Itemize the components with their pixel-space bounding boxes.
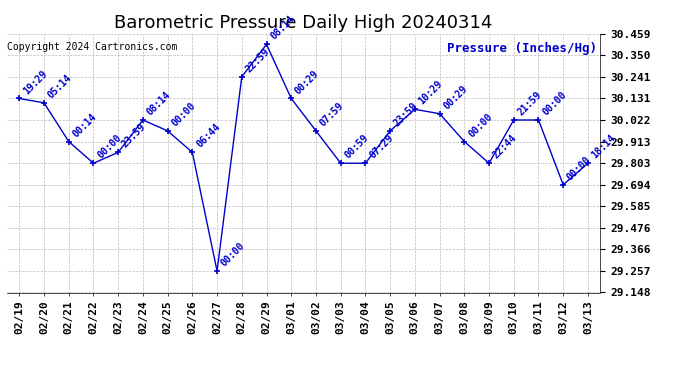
Title: Barometric Pressure Daily High 20240314: Barometric Pressure Daily High 20240314 [115, 14, 493, 32]
Text: 00:00: 00:00 [565, 154, 593, 182]
Text: Copyright 2024 Cartronics.com: Copyright 2024 Cartronics.com [7, 42, 177, 51]
Text: 23:59: 23:59 [392, 100, 420, 128]
Text: 00:00: 00:00 [170, 100, 197, 128]
Text: 00:00: 00:00 [95, 133, 124, 160]
Text: 00:29: 00:29 [293, 68, 321, 96]
Text: 08:14: 08:14 [145, 90, 172, 117]
Text: 19:29: 19:29 [21, 68, 49, 96]
Text: 07:29: 07:29 [367, 133, 395, 160]
Text: 08:14: 08:14 [268, 14, 296, 42]
Text: 07:59: 07:59 [318, 100, 346, 128]
Text: 18:14: 18:14 [590, 133, 618, 160]
Text: 21:59: 21:59 [515, 90, 544, 117]
Text: 10:29: 10:29 [417, 79, 444, 107]
Text: 06:44: 06:44 [195, 122, 222, 150]
Text: 22:44: 22:44 [491, 133, 519, 160]
Text: 00:59: 00:59 [343, 133, 371, 160]
Text: 00:29: 00:29 [442, 83, 469, 111]
Text: 00:00: 00:00 [466, 111, 494, 139]
Text: Pressure (Inches/Hg): Pressure (Inches/Hg) [447, 42, 598, 54]
Text: 22:59: 22:59 [244, 46, 272, 74]
Text: 23:59: 23:59 [120, 122, 148, 150]
Text: 05:14: 05:14 [46, 72, 74, 100]
Text: 00:00: 00:00 [219, 241, 247, 268]
Text: 00:00: 00:00 [540, 90, 569, 117]
Text: 00:14: 00:14 [70, 111, 99, 139]
